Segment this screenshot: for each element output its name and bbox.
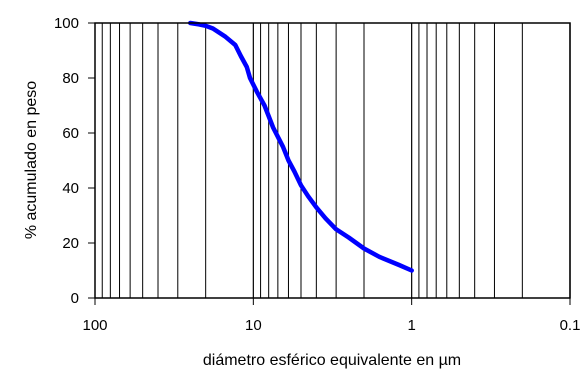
y-tick-label-0: 0 — [71, 290, 79, 307]
x-tick-label-2: 1 — [407, 317, 415, 334]
x-tick-label-3: 0.1 — [560, 317, 581, 334]
y-tick-label-3: 60 — [62, 125, 79, 142]
y-tick-label-4: 80 — [62, 70, 79, 87]
x-axis-title: diámetro esférico equivalente en µm — [203, 352, 461, 369]
y-tick-label-5: 100 — [54, 15, 79, 32]
y-tick-label-2: 40 — [62, 180, 79, 197]
x-tick-label-1: 10 — [245, 317, 262, 334]
y-axis-title: % acumulado en peso — [23, 81, 40, 239]
x-tick-label-0: 100 — [82, 317, 107, 334]
tick-labels: 100 10 1 0.1 0 20 40 60 80 100 — [54, 15, 580, 334]
plot-frame — [94, 22, 571, 299]
grid-lines — [101, 23, 571, 298]
y-tick-label-1: 20 — [62, 235, 79, 252]
